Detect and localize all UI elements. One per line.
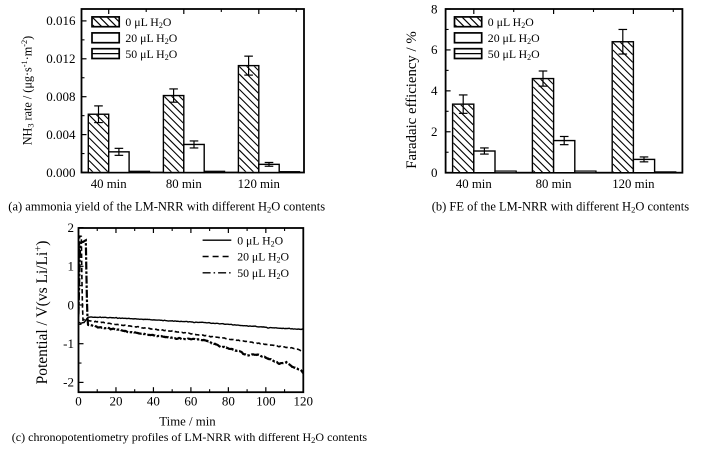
svg-text:40 min: 40 min [456, 177, 493, 191]
svg-text:0: 0 [75, 394, 82, 409]
svg-text:(a) ammonia yield of the LM-NR: (a) ammonia yield of the LM-NRR with dif… [8, 200, 325, 215]
svg-text:0 μL H2​O: 0 μL H2​O [237, 233, 283, 248]
svg-text:0 μL H2​O: 0 μL H2​O [125, 15, 171, 30]
svg-text:20 μL H2​O: 20 μL H2​O [488, 31, 540, 46]
svg-text:0.000: 0.000 [46, 165, 75, 180]
svg-text:50 μL H2​O: 50 μL H2​O [125, 47, 177, 62]
svg-text:-2: -2 [63, 375, 74, 390]
svg-text:0.012: 0.012 [46, 51, 75, 66]
svg-text:50 μL H2​O: 50 μL H2​O [488, 47, 540, 62]
svg-text:8: 8 [431, 1, 438, 16]
svg-text:50 μL H2​O: 50 μL H2​O [237, 266, 289, 281]
svg-text:40: 40 [147, 394, 160, 409]
svg-text:40 min: 40 min [91, 177, 128, 191]
svg-text:120 min: 120 min [612, 177, 655, 191]
svg-text:4: 4 [431, 83, 438, 98]
svg-text:(c) chronopotentiometry profil: (c) chronopotentiometry profiles of LM-N… [12, 430, 368, 445]
svg-text:Time / min: Time / min [159, 415, 216, 429]
svg-text:80 min: 80 min [536, 177, 573, 191]
svg-text:120: 120 [294, 394, 314, 409]
svg-text:(b) FE of the LM-NRR with diff: (b) FE of the LM-NRR with different H2​O… [432, 200, 690, 215]
svg-text:20 μL H2​O: 20 μL H2​O [125, 31, 177, 46]
svg-text:2: 2 [68, 220, 75, 235]
svg-text:1: 1 [68, 259, 75, 274]
svg-text:Potential / V(vs Li/Li+​): Potential / V(vs Li/Li+​) [33, 241, 51, 385]
svg-text:0.008: 0.008 [46, 89, 75, 104]
svg-text:Faradaic efficiency / %: Faradaic efficiency / % [404, 31, 420, 168]
svg-text:0: 0 [68, 297, 75, 312]
svg-text:6: 6 [431, 42, 438, 57]
svg-text:NH3​ rate / (μg·s-1​·m-2​): NH3​ rate / (μg·s-1​·m-2​) [20, 36, 36, 146]
svg-text:20 μL H2​O: 20 μL H2​O [237, 250, 289, 265]
svg-text:0.016: 0.016 [46, 13, 76, 28]
svg-text:0 μL H2​O: 0 μL H2​O [488, 15, 534, 30]
svg-text:-1: -1 [63, 336, 74, 351]
svg-text:80: 80 [222, 394, 235, 409]
svg-text:100: 100 [256, 394, 276, 409]
svg-text:0.004: 0.004 [46, 127, 76, 142]
svg-text:0: 0 [431, 165, 438, 180]
svg-text:80 min: 80 min [166, 177, 203, 191]
svg-text:120 min: 120 min [238, 177, 281, 191]
svg-text:60: 60 [184, 394, 197, 409]
svg-text:20: 20 [109, 394, 122, 409]
svg-text:2: 2 [431, 124, 438, 139]
